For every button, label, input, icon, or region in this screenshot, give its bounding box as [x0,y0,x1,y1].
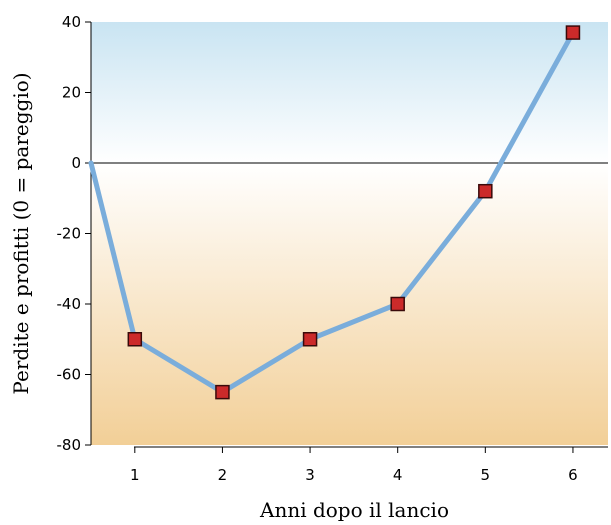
y-tick-label: -40 [57,295,82,313]
data-point-marker [215,384,230,400]
x-tick-label: 5 [481,466,491,484]
y-tick-label: 20 [62,84,81,102]
y-tick-label: -60 [57,366,82,384]
y-axis-title: Perdite e profitti (0 = pareggio) [9,72,33,394]
x-tick-label: 1 [130,466,140,484]
data-point-marker [478,183,493,199]
plot-background [91,22,608,445]
data-point-marker [302,332,318,347]
x-axis-title: Anni dopo il lancio [259,498,449,522]
data-point-marker [565,25,581,40]
loss-zone-background [91,163,608,445]
series-profit [88,25,581,400]
data-point-marker [127,332,143,347]
x-tick-label: 6 [568,466,578,484]
profit-zone-background [91,22,608,163]
data-point-marker [390,296,405,312]
y-tick-label: -80 [57,436,82,454]
y-tick-label: 40 [62,13,81,31]
x-tick-label: 4 [393,466,403,484]
y-tick-label: 0 [71,154,81,172]
x-tick-label: 3 [305,466,315,484]
x-tick-label: 2 [218,466,228,484]
axes: 40 20 0 -20 -40 -60 -80 1 2 3 4 5 6 [57,13,608,484]
y-tick-label: -20 [57,225,82,243]
